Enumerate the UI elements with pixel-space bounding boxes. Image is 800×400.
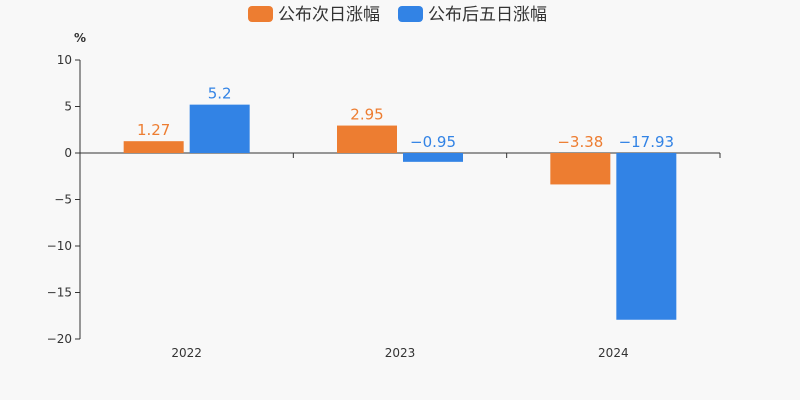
bar-2022-series-2: [189, 104, 250, 153]
bar-2024-series-2: [616, 153, 677, 320]
legend-label-1: 公布次日涨幅: [278, 5, 380, 25]
x-axis: 2022 2023 2024: [79, 152, 721, 360]
value-label-2023-series-1: 2.95: [350, 106, 383, 124]
y-tick-label: −10: [47, 239, 72, 253]
y-axis: 10 5 0 −5 −10 −15 −20: [47, 53, 81, 346]
x-tick-label: 2024: [598, 346, 629, 360]
y-tick-label: −20: [47, 332, 72, 346]
value-label-2023-series-2: −0.95: [410, 133, 456, 151]
y-tick-label: 0: [64, 146, 72, 160]
value-label-2022-series-2: 5.2: [208, 85, 232, 103]
legend-swatch-1: [248, 6, 273, 22]
bars: [123, 104, 677, 320]
legend-label-2: 公布后五日涨幅: [428, 5, 547, 25]
y-tick-label: 10: [57, 53, 72, 67]
value-label-2024-series-2: −17.93: [619, 133, 675, 151]
bar-2023-series-1: [337, 125, 397, 153]
y-tick-label: −5: [54, 193, 72, 207]
legend: 公布次日涨幅 公布后五日涨幅: [248, 5, 547, 25]
value-label-2024-series-1: −3.38: [557, 133, 603, 151]
bar-2024-series-1: [550, 153, 611, 185]
x-tick-label: 2023: [385, 346, 416, 360]
bar-2022-series-1: [123, 141, 184, 153]
legend-swatch-2: [398, 6, 423, 22]
x-tick-label: 2022: [171, 346, 202, 360]
bar-2023-series-2: [403, 153, 463, 162]
y-unit-label: %: [74, 31, 86, 45]
value-labels: 1.27 5.2 2.95 −0.95 −3.38 −17.93: [137, 85, 674, 151]
y-tick-label: −15: [47, 286, 72, 300]
value-label-2022-series-1: 1.27: [137, 121, 170, 139]
y-tick-label: 5: [64, 100, 72, 114]
